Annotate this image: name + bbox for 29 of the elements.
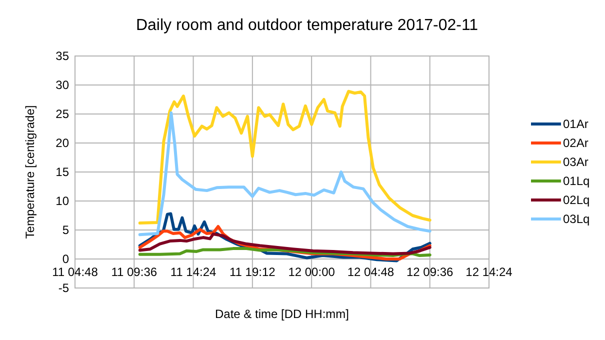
legend-label: 01Lq xyxy=(563,174,590,188)
legend-label: 02Ar xyxy=(563,136,588,150)
y-tick-label: 35 xyxy=(56,49,70,64)
x-tick-label: 11 04:48 xyxy=(52,265,98,279)
line-series xyxy=(138,232,432,256)
chart-title: Daily room and outdoor temperature 2017-02-11 xyxy=(136,17,478,34)
x-tick-label: 12 09:36 xyxy=(406,265,454,279)
legend-label: 01Ar xyxy=(563,117,588,132)
x-tick-label: 11 09:36 xyxy=(111,265,158,279)
y-axis-title: Temperature [centigrade] xyxy=(23,105,37,239)
x-tick-label: 12 04:48 xyxy=(347,265,394,279)
y-tick-label: 30 xyxy=(56,78,70,92)
y-tick-label: 5 xyxy=(62,223,70,238)
y-tick-label: -5 xyxy=(58,281,70,296)
line-series xyxy=(138,111,432,236)
x-tick-label: 12 00:00 xyxy=(288,265,336,279)
x-axis-title: Date & time [DD HH:mm] xyxy=(214,307,350,321)
x-tick-label: 11 14:24 xyxy=(170,265,217,279)
legend-label: 03Ar xyxy=(563,155,588,170)
x-tick-label: 11 19:12 xyxy=(230,265,276,279)
y-tick-label: 10 xyxy=(56,194,70,208)
y-tick-label: 15 xyxy=(56,165,70,180)
y-tick-label: 0 xyxy=(62,252,70,266)
line-series xyxy=(138,90,432,225)
legend-label: 02Lq xyxy=(563,193,590,208)
y-tick-label: 20 xyxy=(56,136,70,150)
x-tick-label: 12 14:24 xyxy=(466,265,513,279)
y-tick-label: 25 xyxy=(56,107,70,122)
legend-label: 03Lq xyxy=(563,212,590,226)
